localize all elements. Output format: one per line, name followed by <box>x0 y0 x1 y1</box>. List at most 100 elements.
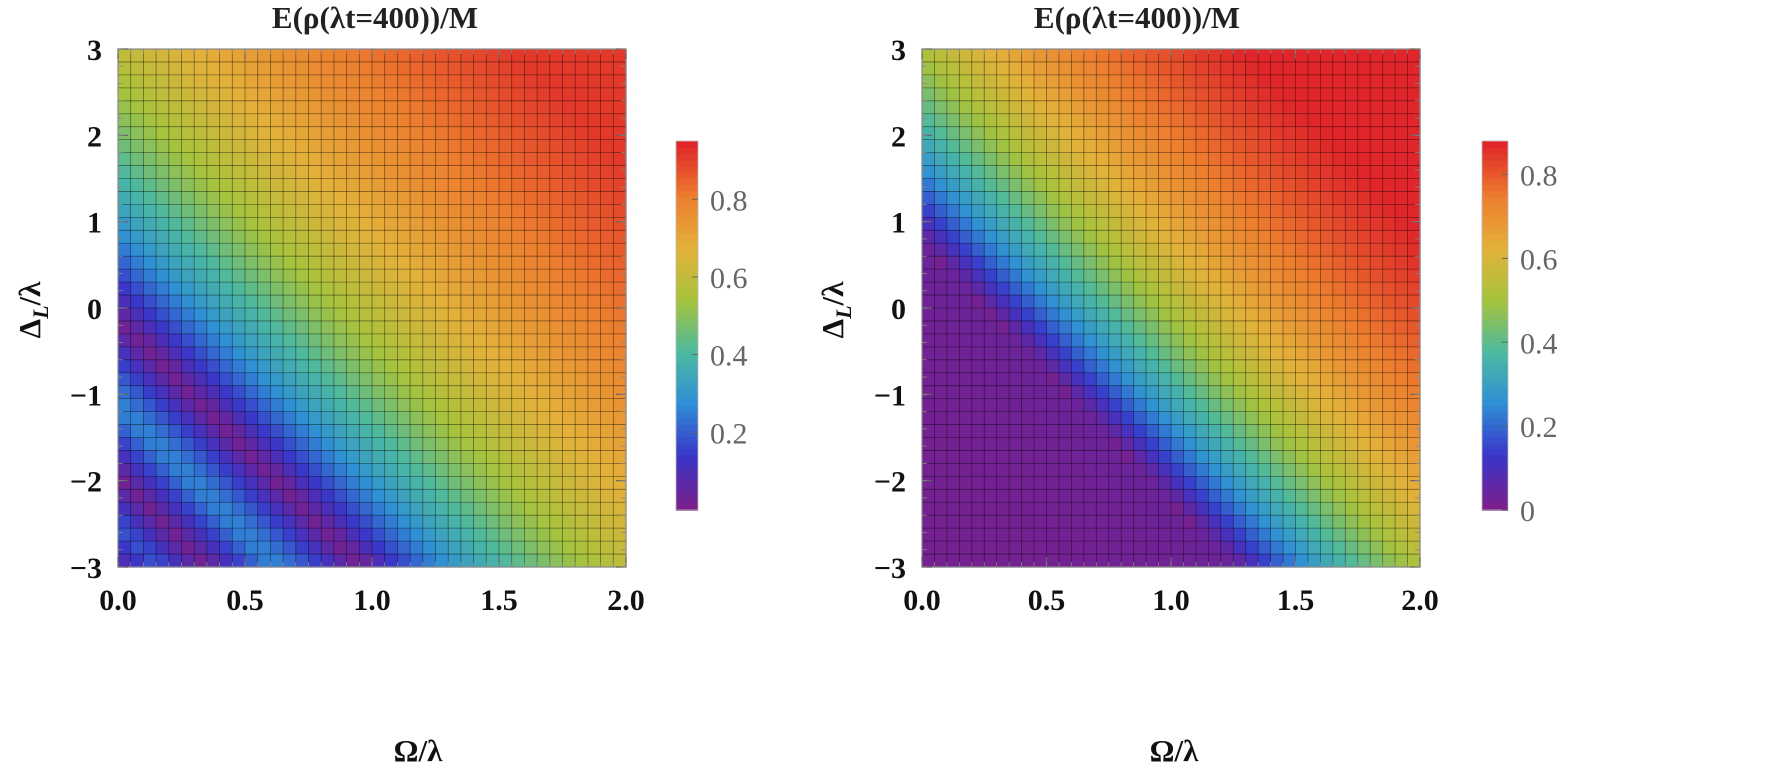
heatmap-cell <box>1195 476 1209 490</box>
colorbar-segment <box>1482 239 1508 247</box>
heatmap-cell <box>206 269 221 283</box>
heatmap-cell <box>194 541 208 555</box>
heatmap-cell <box>1009 256 1023 270</box>
heatmap-cell <box>1171 49 1185 63</box>
heatmap-cell <box>600 61 614 76</box>
heatmap-cell <box>168 87 183 102</box>
heatmap-cell <box>1195 333 1209 348</box>
heatmap-cell <box>372 282 386 296</box>
heatmap-cell <box>959 61 973 76</box>
heatmap-cell <box>194 333 208 348</box>
heatmap-cell <box>1320 204 1334 218</box>
heatmap-cell <box>1183 476 1197 490</box>
heatmap-cell <box>283 424 297 439</box>
heatmap-cell <box>206 243 221 257</box>
colorbar-segment <box>1482 491 1508 499</box>
heatmap-cell <box>1121 450 1135 464</box>
heatmap-cell <box>359 411 373 426</box>
heatmap-cell <box>934 437 948 452</box>
heatmap-cell <box>959 372 973 387</box>
heatmap-cell <box>130 282 144 296</box>
heatmap-cell <box>1233 178 1247 193</box>
heatmap-cell <box>1046 411 1060 426</box>
heatmap-cell <box>537 528 551 542</box>
heatmap-cell <box>537 333 551 348</box>
heatmap-cell <box>1395 49 1409 63</box>
heatmap-cell <box>984 515 998 529</box>
heatmap-cell <box>384 437 398 452</box>
heatmap-cell <box>1382 424 1396 439</box>
heatmap-cell <box>984 152 998 167</box>
heatmap-cell <box>346 476 360 490</box>
heatmap-cell <box>1096 243 1110 257</box>
heatmap-cell <box>194 554 208 568</box>
heatmap-cell <box>283 346 297 361</box>
colorbar-segment <box>1482 245 1508 253</box>
heatmap-cell <box>232 528 246 542</box>
y-tick-label: 1 <box>891 207 906 240</box>
colorbar-segment <box>676 411 698 419</box>
heatmap-cell <box>346 359 360 374</box>
heatmap-cell <box>511 191 525 205</box>
colorbar-segment <box>1482 380 1508 388</box>
heatmap-cell <box>1195 49 1209 63</box>
heatmap-cell <box>984 113 998 128</box>
heatmap-cell <box>1021 398 1035 413</box>
heatmap-cell <box>1320 243 1334 257</box>
heatmap-cell <box>1146 295 1160 309</box>
heatmap-cell <box>1121 269 1135 283</box>
heatmap-cell <box>397 554 411 568</box>
heatmap-cell <box>295 139 310 154</box>
heatmap-cell <box>219 61 233 76</box>
heatmap-cell <box>524 502 538 516</box>
heatmap-cell <box>1258 139 1272 154</box>
heatmap-cell <box>1046 230 1060 244</box>
heatmap-cell <box>245 320 259 335</box>
heatmap-cell <box>422 191 437 205</box>
heatmap-cell <box>270 282 284 296</box>
heatmap-cell <box>1195 502 1209 516</box>
heatmap-cell <box>295 152 310 167</box>
heatmap-cell <box>1171 437 1185 452</box>
heatmap-cell <box>245 230 259 244</box>
heatmap-cell <box>448 204 462 218</box>
heatmap-cell <box>549 554 564 568</box>
heatmap-cell <box>1220 178 1234 193</box>
heatmap-cell <box>1320 191 1334 205</box>
heatmap-cell <box>245 528 259 542</box>
colorbar-segment <box>676 300 698 308</box>
heatmap-cell <box>295 333 310 348</box>
heatmap-cell <box>1332 450 1346 464</box>
heatmap-cell <box>1195 165 1209 180</box>
heatmap-cell <box>1158 74 1172 89</box>
heatmap-cell <box>1083 126 1097 141</box>
heatmap-cell <box>181 476 195 490</box>
heatmap-cell <box>1320 49 1334 63</box>
heatmap-cell <box>1096 178 1110 193</box>
heatmap-cell <box>270 152 284 167</box>
heatmap-cell <box>1295 282 1309 296</box>
heatmap-cell <box>410 178 424 193</box>
heatmap-cell <box>448 450 462 464</box>
heatmap-cell <box>959 502 973 516</box>
heatmap-cell <box>946 100 960 115</box>
heatmap-cell <box>613 385 627 400</box>
heatmap-cell <box>435 489 449 503</box>
heatmap-cell <box>1283 411 1297 426</box>
heatmap-cell <box>1058 126 1072 141</box>
heatmap-cell <box>1021 463 1035 477</box>
colorbar-segment <box>1482 165 1508 173</box>
heatmap-cell <box>486 385 500 400</box>
heatmap-cell <box>245 437 259 452</box>
heatmap-cell <box>1258 424 1272 439</box>
heatmap-cell <box>1345 346 1359 361</box>
heatmap-cell <box>232 139 246 154</box>
heatmap-cell <box>321 398 335 413</box>
heatmap-cell <box>1295 113 1309 128</box>
heatmap-cell <box>1245 295 1259 309</box>
heatmap-cell <box>257 385 271 400</box>
heatmap-cell <box>1133 139 1147 154</box>
heatmap-cell <box>1083 139 1097 154</box>
heatmap-cell <box>473 152 487 167</box>
heatmap-cell <box>1121 398 1135 413</box>
